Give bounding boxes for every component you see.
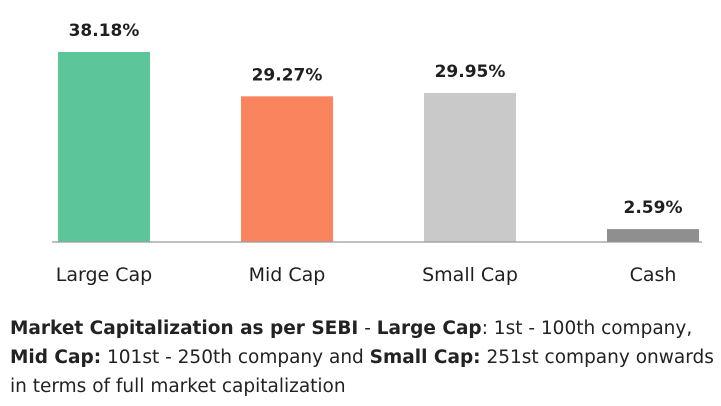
bars-group [58,52,699,243]
bar-large-cap [58,52,150,242]
value-label-large-cap: 38.18% [69,21,140,41]
value-labels-group: 38.18% 29.27% 29.95% 2.59% [69,21,683,218]
value-label-mid-cap: 29.27% [252,65,323,85]
caption-text-segment: 101st - 250th company and [101,347,370,368]
caption-bold-segment: Market Capitalization as per SEBI [10,318,359,339]
bar-cash [607,229,699,242]
caption-text-segment: - [358,318,377,339]
caption-text-segment: 251st company onwards in terms of full m… [10,347,714,397]
category-label-large-cap: Large Cap [56,264,152,286]
caption-bold-segment: Small Cap: [369,347,481,368]
caption-bold-segment: Large Cap [376,318,482,339]
caption-text-segment: : 1st - 100th company, [481,318,693,339]
bar-small-cap [424,92,516,243]
value-label-small-cap: 29.95% [435,62,506,82]
category-label-cash: Cash [630,264,677,286]
caption-bold-segment: Mid Cap: [10,347,102,368]
bar-mid-cap [241,96,333,242]
value-label-cash: 2.59% [624,198,683,218]
chart-caption: Market Capitalization as per SEBI - Larg… [10,314,715,401]
bar-chart: 38.18% 29.27% 29.95% 2.59% Large Cap Mid Cap… [52,21,702,286]
category-label-mid-cap: Mid Cap [249,264,326,286]
category-label-small-cap: Small Cap [422,264,518,286]
category-labels-group: Large Cap Mid Cap Small Cap Cash [56,264,677,286]
